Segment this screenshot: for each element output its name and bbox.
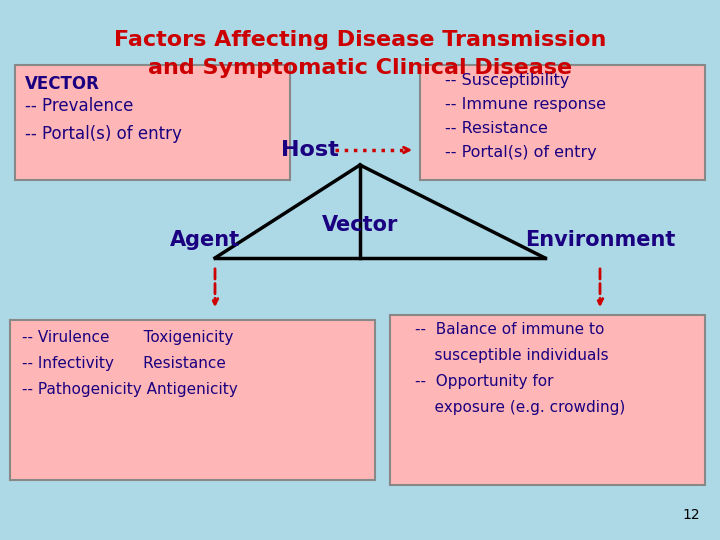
Text: -- Virulence       Toxigenicity: -- Virulence Toxigenicity (22, 330, 233, 345)
FancyBboxPatch shape (420, 65, 705, 180)
Text: --  Opportunity for: -- Opportunity for (415, 374, 554, 389)
Text: Factors Affecting Disease Transmission: Factors Affecting Disease Transmission (114, 30, 606, 50)
Text: Host: Host (281, 140, 339, 160)
Text: Vector: Vector (322, 215, 398, 235)
Text: VECTOR: VECTOR (25, 75, 100, 93)
Text: --  Balance of immune to: -- Balance of immune to (415, 322, 604, 337)
Text: -- Immune response: -- Immune response (445, 97, 606, 112)
Text: 12: 12 (683, 508, 700, 522)
Text: -- Prevalence: -- Prevalence (25, 97, 133, 115)
Text: -- Susceptibility: -- Susceptibility (445, 73, 570, 88)
Text: Environment: Environment (525, 230, 675, 250)
Text: exposure (e.g. crowding): exposure (e.g. crowding) (415, 400, 625, 415)
Text: -- Resistance: -- Resistance (445, 121, 548, 136)
Text: -- Infectivity      Resistance: -- Infectivity Resistance (22, 356, 226, 371)
Text: -- Portal(s) of entry: -- Portal(s) of entry (445, 145, 597, 160)
FancyBboxPatch shape (10, 320, 375, 480)
Text: -- Portal(s) of entry: -- Portal(s) of entry (25, 125, 182, 143)
Text: Agent: Agent (170, 230, 240, 250)
FancyBboxPatch shape (390, 315, 705, 485)
FancyBboxPatch shape (15, 65, 290, 180)
Text: and Symptomatic Clinical Disease: and Symptomatic Clinical Disease (148, 58, 572, 78)
Text: -- Pathogenicity Antigenicity: -- Pathogenicity Antigenicity (22, 382, 238, 397)
Text: susceptible individuals: susceptible individuals (415, 348, 608, 363)
